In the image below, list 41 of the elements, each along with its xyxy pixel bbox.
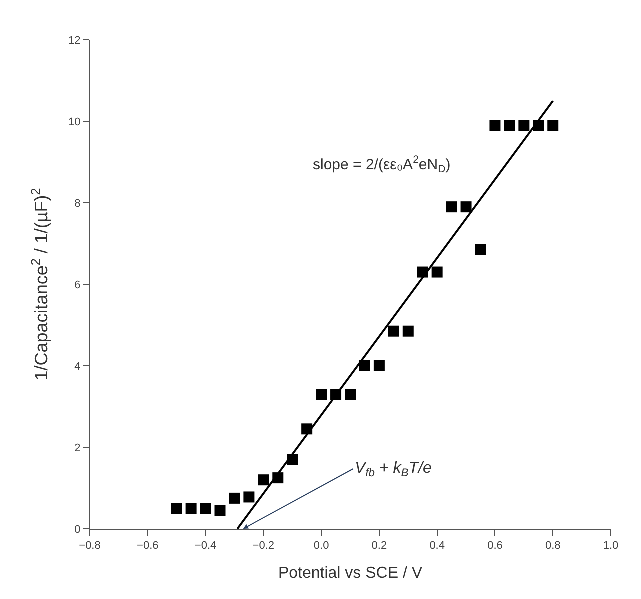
point bbox=[171, 503, 182, 514]
point bbox=[504, 120, 516, 132]
point bbox=[258, 474, 270, 486]
y-tick-label: 10 bbox=[68, 116, 81, 128]
x-tick-label: 0.4 bbox=[430, 540, 445, 552]
x-tick-label: 1.0 bbox=[603, 540, 619, 552]
point bbox=[475, 244, 486, 256]
y-tick-label: 0 bbox=[74, 524, 81, 536]
point bbox=[402, 326, 414, 337]
point bbox=[518, 120, 530, 132]
point bbox=[374, 360, 385, 372]
point bbox=[186, 503, 197, 514]
x-tick-label: 0.2 bbox=[372, 540, 388, 552]
x-tick-label: 0.0 bbox=[314, 540, 330, 552]
point bbox=[548, 120, 559, 132]
x-tick-label: 0.8 bbox=[545, 540, 561, 552]
x-axis-title: Potential vs SCE / V bbox=[278, 564, 423, 582]
point bbox=[345, 389, 356, 400]
point bbox=[460, 202, 472, 213]
point bbox=[359, 360, 370, 372]
x-tick-label: 0.6 bbox=[488, 540, 503, 552]
annotation: slope = 2/(εε₀A$^{2}$eN$_{D}$) bbox=[313, 154, 451, 176]
y-tick-label: 8 bbox=[74, 198, 81, 210]
point bbox=[388, 326, 400, 337]
x-tick-label: −0.6 bbox=[137, 540, 159, 552]
y-tick-label: 4 bbox=[74, 360, 81, 373]
point bbox=[214, 505, 226, 516]
y-tick-label: 6 bbox=[74, 279, 81, 292]
point bbox=[316, 389, 328, 400]
point bbox=[446, 202, 458, 213]
point bbox=[244, 492, 255, 503]
y-tick-label: 2 bbox=[74, 442, 81, 454]
point bbox=[432, 266, 443, 278]
y-tick-label: 12 bbox=[68, 34, 81, 47]
x-tick-label: −0.2 bbox=[252, 540, 275, 552]
x-tick-label: −0.8 bbox=[79, 540, 101, 552]
x-tick-label: −0.4 bbox=[194, 540, 217, 552]
point bbox=[490, 120, 501, 132]
point bbox=[229, 492, 240, 504]
point bbox=[200, 503, 212, 514]
annotation: V$_{fb}$ + k$_{B}$T/e bbox=[355, 460, 432, 480]
